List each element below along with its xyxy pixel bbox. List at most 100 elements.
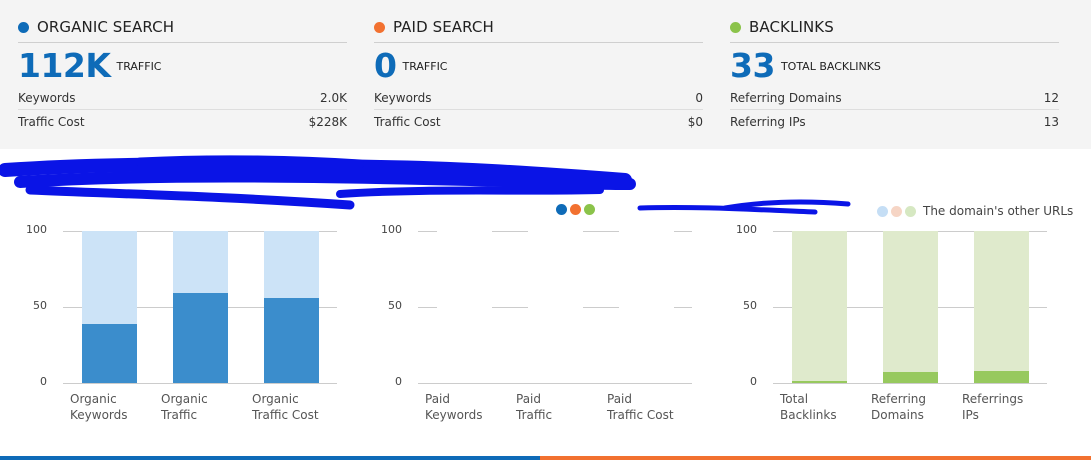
y-tick-label: 50 (33, 299, 47, 312)
bar[interactable] (173, 293, 228, 383)
category-label: Organic Keywords (70, 391, 128, 423)
category-label: Organic Traffic Cost (252, 391, 319, 423)
bar-background[interactable] (173, 231, 228, 383)
legend-backlinks-dot-icon (584, 204, 595, 215)
organic-dot-icon (18, 21, 29, 33)
bar-background[interactable] (528, 231, 583, 383)
bar-background[interactable] (792, 231, 847, 383)
paid-traffic-cost-row[interactable]: Traffic Cost $0 (374, 115, 703, 129)
bar-background[interactable] (264, 231, 319, 383)
category-label-line: Backlinks (780, 408, 837, 422)
gridline (418, 383, 692, 384)
paid-traffic-value[interactable]: 0 TRAFFIC (374, 47, 448, 85)
row-label: Referring Domains (730, 91, 842, 105)
divider (18, 42, 347, 43)
organic-keywords-row[interactable]: Keywords 2.0K (18, 91, 347, 105)
bar[interactable] (264, 297, 319, 383)
category-label: Referring Domains (871, 391, 926, 423)
gridline (773, 383, 1047, 384)
row-value[interactable]: $0 (687, 115, 703, 129)
bottom-strip-paid (540, 456, 1091, 460)
gridline (63, 383, 337, 384)
metrics-panel: ORGANIC SEARCH 112K TRAFFIC Keywords 2.0… (0, 0, 1091, 149)
organic-traffic-value[interactable]: 112K TRAFFIC (18, 47, 162, 85)
backlinks-dot-icon (730, 21, 741, 33)
category-label-line: Total (780, 392, 809, 406)
bar-background[interactable] (437, 231, 492, 383)
organic-traffic-number[interactable]: 112K (18, 46, 111, 85)
bar-background[interactable] (619, 231, 674, 383)
row-value[interactable]: 12 (1043, 91, 1059, 105)
row-value[interactable]: 2.0K (320, 91, 347, 105)
category-label-line: Keywords (70, 408, 128, 422)
backlinks-title: BACKLINKS (749, 18, 834, 36)
bar-background[interactable] (82, 231, 137, 383)
category-label: Paid Keywords (425, 391, 483, 423)
row-label: Traffic Cost (18, 115, 85, 129)
row-value[interactable]: 0 (695, 91, 703, 105)
row-label: Traffic Cost (374, 115, 441, 129)
category-label: Paid Traffic Cost (607, 391, 674, 423)
y-tick-label: 0 (395, 375, 402, 388)
legend-other: The domain's other URLs (877, 204, 1073, 218)
legend-paid-dot-icon (570, 204, 581, 215)
row-value[interactable]: 13 (1043, 115, 1059, 129)
divider (730, 42, 1059, 43)
legend-backlinks-light-dot-icon (905, 205, 916, 217)
backlinks-total-number[interactable]: 33 (730, 46, 775, 85)
row-value[interactable]: $228K (308, 115, 347, 129)
category-label: Total Backlinks (780, 391, 837, 423)
paid-traffic-unit: TRAFFIC (402, 60, 448, 73)
bar[interactable] (82, 323, 137, 383)
paid-traffic-number[interactable]: 0 (374, 46, 397, 85)
paid-search-title: PAID SEARCH (393, 18, 494, 36)
referring-domains-row[interactable]: Referring Domains 12 (730, 91, 1059, 105)
category-label-line: Organic (161, 392, 208, 406)
divider (374, 109, 703, 110)
paid-keywords-row[interactable]: Keywords 0 (374, 91, 703, 105)
bar[interactable] (974, 370, 1029, 383)
organic-traffic-cost-row[interactable]: Traffic Cost $228K (18, 115, 347, 129)
category-label-line: Traffic (161, 408, 198, 422)
backlinks-total-value[interactable]: 33 TOTAL BACKLINKS (730, 47, 881, 85)
category-label-line: Organic (70, 392, 117, 406)
category-label-line: Traffic (516, 408, 553, 422)
organic-search-header: ORGANIC SEARCH (18, 18, 174, 36)
paid-chart: 100 50 0 Paid Keywords Paid Traffic Paid Traffic… (355, 215, 705, 430)
organic-traffic-unit: TRAFFIC (116, 60, 162, 73)
category-label-line: Paid (425, 392, 451, 406)
bar[interactable] (792, 381, 847, 383)
legend-other-label: The domain's other URLs (923, 204, 1074, 218)
category-label-line: Traffic Cost (607, 408, 674, 422)
bottom-strip-organic (0, 456, 540, 460)
organic-search-title: ORGANIC SEARCH (37, 18, 175, 36)
category-label-line: Keywords (425, 408, 483, 422)
paid-dot-icon (374, 21, 385, 33)
category-label-line: Referrings (962, 392, 1024, 406)
bar-background[interactable] (974, 231, 1029, 383)
divider (18, 109, 347, 110)
y-tick-label: 50 (388, 299, 402, 312)
paid-search-header: PAID SEARCH (374, 18, 494, 36)
y-tick-label: 0 (750, 375, 757, 388)
y-tick-label: 100 (26, 223, 47, 236)
bar-background[interactable] (883, 231, 938, 383)
legend-organic-light-dot-icon (877, 205, 888, 217)
row-label: Keywords (374, 91, 432, 105)
category-label: Organic Traffic (161, 391, 208, 423)
bar[interactable] (883, 372, 938, 383)
y-tick-label: 100 (381, 223, 402, 236)
category-label-line: Paid (516, 392, 542, 406)
y-tick-label: 100 (736, 223, 757, 236)
referring-ips-row[interactable]: Referring IPs 13 (730, 115, 1059, 129)
category-label-line: Domains (871, 408, 924, 422)
legend-main (556, 204, 598, 215)
category-label: Referrings IPs (962, 391, 1023, 423)
category-label: Paid Traffic (516, 391, 552, 423)
organic-chart: 100 50 0 Organic Keywords Organic Traffic Organ… (0, 215, 350, 430)
category-label-line: Organic (252, 392, 299, 406)
y-tick-label: 0 (40, 375, 47, 388)
divider (374, 42, 703, 43)
backlinks-chart: 100 50 0 Total Backlinks Referring Domains Refe… (710, 215, 1060, 430)
category-label-line: Paid (607, 392, 633, 406)
